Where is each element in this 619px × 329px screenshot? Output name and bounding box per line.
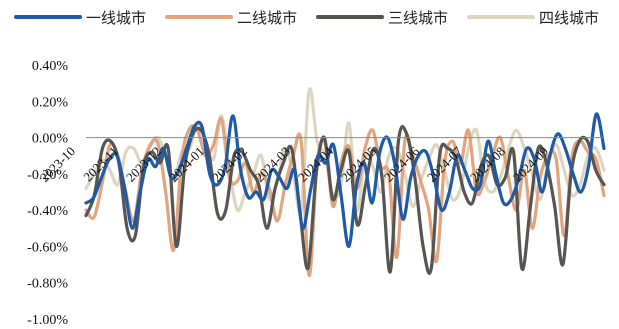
legend-label-4: 四线城市 [539, 9, 599, 27]
legend: 一线城市 二线城市 三线城市 四线城市 [14, 9, 599, 27]
y-tick-label: -0.40% [27, 204, 68, 219]
series-layer [84, 87, 606, 278]
legend-label-2: 二线城市 [237, 9, 297, 27]
y-tick-label: -1.00% [27, 313, 68, 328]
y-tick-label: -0.80% [27, 277, 68, 292]
y-tick-label: 0.40% [32, 59, 69, 74]
y-tick-label: -0.60% [27, 240, 68, 255]
legend-label-3: 三线城市 [388, 9, 448, 27]
y-tick-label: -0.20% [27, 168, 68, 183]
y-tick-label: 0.20% [32, 95, 69, 110]
y-tick-label: 0.00% [32, 132, 69, 147]
series-line-3 [84, 125, 606, 275]
y-axis-ticks: 0.40% 0.20% 0.00% -0.20% -0.40% -0.60% -0.80% -… [27, 59, 68, 328]
series-line-1 [84, 112, 606, 249]
legend-label-1: 一线城市 [86, 9, 146, 27]
